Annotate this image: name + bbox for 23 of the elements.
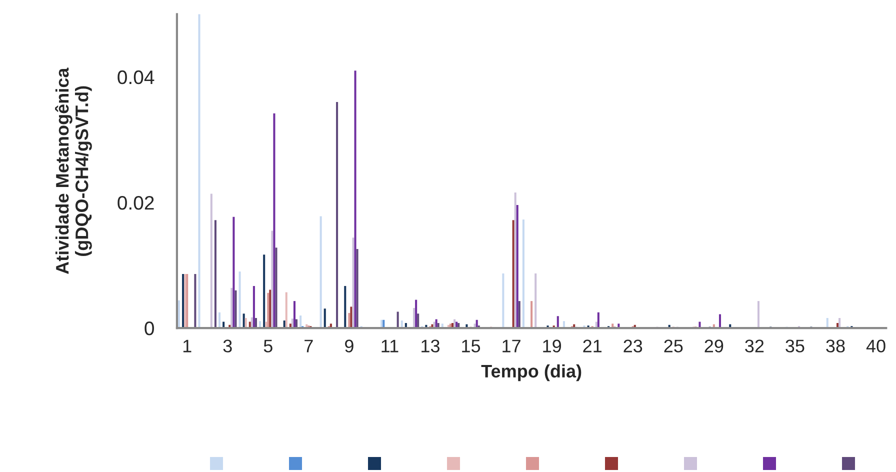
x-tick-label: 11 [382,340,398,352]
x-axis-title: Tempo (dia) [481,364,582,382]
x-tick-label: 3 [223,340,232,352]
y-axis-title: Atividade Metanogênica (gDQO-CH4/gSVT.d) [55,68,92,274]
x-tick-label: 17 [502,340,520,352]
x-tick-label: 21 [583,340,602,352]
x-tick-label: 25 [664,340,683,352]
x-tick-label: 29 [704,340,724,352]
x-tick-label: 7 [304,340,313,352]
x-tick-label: 1 [183,340,192,352]
x-tick-label: 5 [264,340,272,352]
y-tick-label: 0.04 [118,70,154,84]
x-tick-label: 38 [826,340,845,352]
x-tick-label: 23 [624,340,642,352]
x-tick-label: 32 [745,340,764,352]
x-tick-label: 40 [866,340,886,352]
x-tick-label: 35 [786,340,804,352]
x-tick-label: 9 [345,340,354,352]
x-tick-label: 19 [543,340,561,352]
x-tick-label: 13 [422,340,440,352]
y-tick-label: 0.02 [118,196,154,210]
y-tick-label: 0 [144,322,154,336]
x-tick-label: 15 [462,340,480,352]
